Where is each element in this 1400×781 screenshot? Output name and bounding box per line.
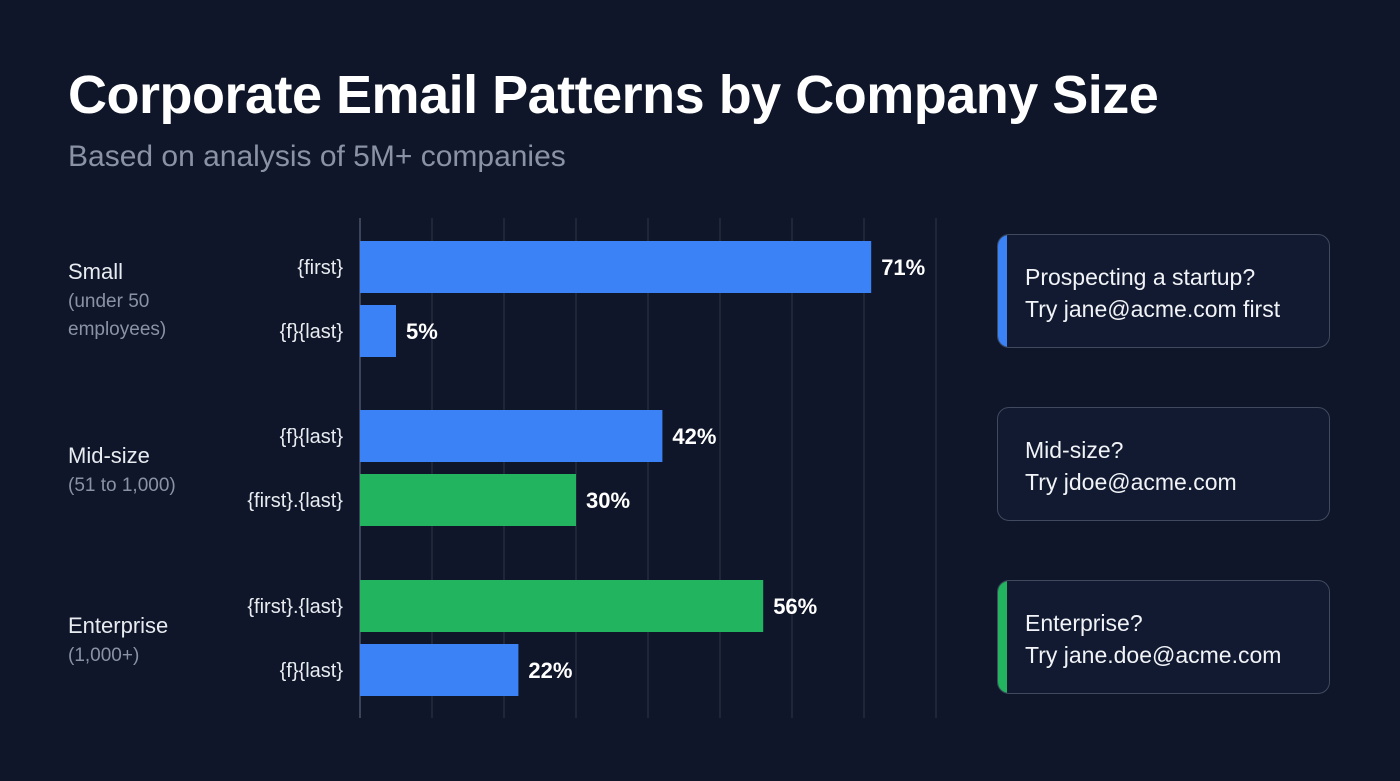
group-label: Small [68,259,123,284]
data-label: 22% [528,658,572,683]
pattern-label: {f}{last} [280,321,344,343]
bar [360,410,663,462]
bar [360,241,872,293]
tip-card-midsize: Mid-size? Try jdoe@acme.com [997,407,1330,521]
pattern-label: {f}{last} [280,660,344,682]
data-label: 71% [881,255,925,280]
data-label: 56% [773,594,817,619]
card-accent [998,408,1007,520]
pattern-label: {first}.{last} [247,490,343,512]
bar [360,305,396,357]
card-line2: Try jane.doe@acme.com [1025,642,1282,668]
card-line1: Prospecting a startup? [1025,264,1256,290]
data-label: 5% [406,319,438,344]
pattern-label: {f}{last} [280,426,344,448]
bar [360,474,576,526]
page-subtitle: Based on analysis of 5M+ companies [68,140,566,173]
group-sublabel: employees) [68,319,166,340]
group-sublabel: (1,000+) [68,645,139,666]
page-title: Corporate Email Patterns by Company Size [68,65,1159,125]
card-line2: Try jane@acme.com first [1025,296,1281,322]
group-sublabel: (51 to 1,000) [68,475,176,496]
card-line1: Enterprise? [1025,610,1143,636]
tip-card-small: Prospecting a startup? Try jane@acme.com … [997,234,1330,348]
card-accent [998,235,1007,347]
group-label: Mid-size [68,443,150,468]
data-label: 30% [586,488,630,513]
bar [360,580,764,632]
card-line2: Try jdoe@acme.com [1025,469,1237,495]
pattern-label: {first}.{last} [247,596,343,618]
bar [360,644,519,696]
card-accent [998,581,1007,693]
group-sublabel: (under 50 [68,291,149,312]
group-label: Enterprise [68,613,168,638]
pattern-label: {first} [297,257,343,279]
card-line1: Mid-size? [1025,437,1124,463]
tip-card-enterprise: Enterprise? Try jane.doe@acme.com [997,580,1330,694]
data-label: 42% [672,424,716,449]
